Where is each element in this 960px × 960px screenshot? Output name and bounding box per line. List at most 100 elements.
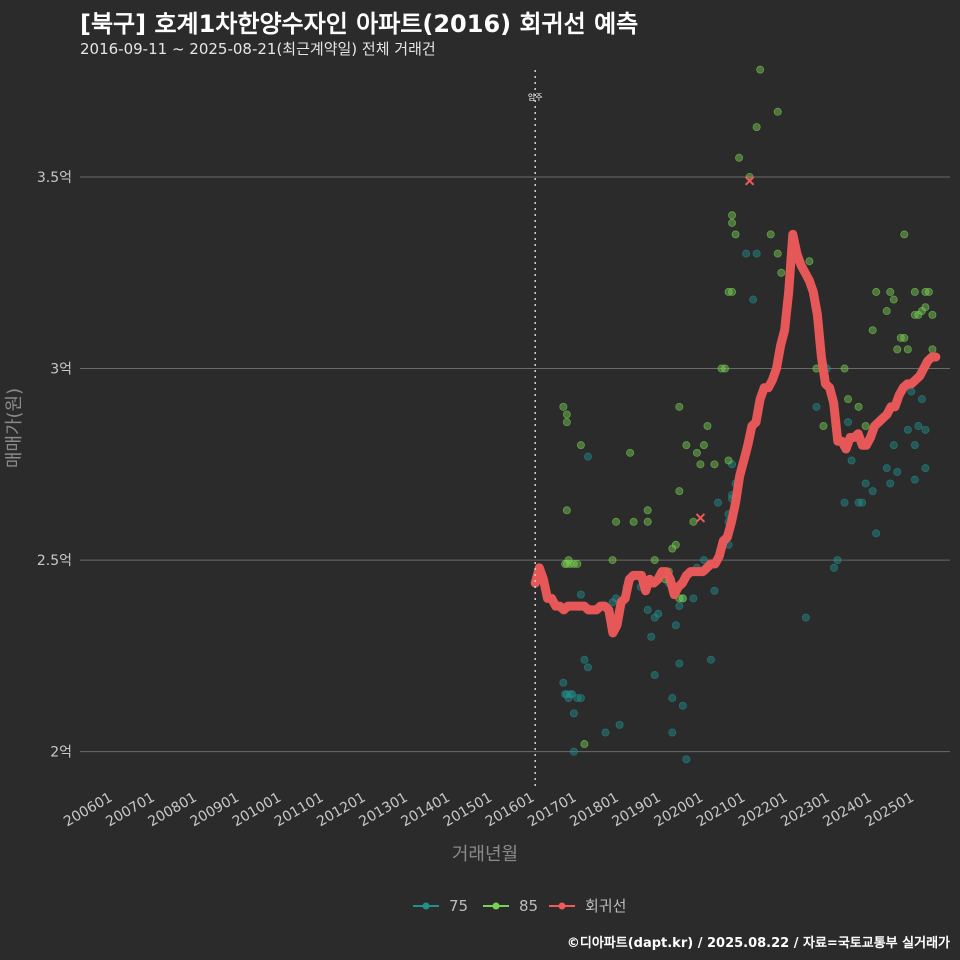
data-point-85 [735, 154, 742, 161]
data-point-75 [841, 499, 848, 506]
data-point-85 [911, 288, 918, 295]
highlight-mark [696, 514, 704, 522]
data-point-85 [855, 403, 862, 410]
data-point-85 [721, 365, 728, 372]
gridlines [80, 177, 950, 752]
data-point-85 [683, 442, 690, 449]
data-point-85 [929, 311, 936, 318]
data-point-75 [672, 622, 679, 629]
annotation-layer: 입주 [528, 70, 543, 790]
data-point-85 [560, 403, 567, 410]
data-point-85 [700, 442, 707, 449]
data-point-75 [570, 748, 577, 755]
legend-key-dot [559, 903, 566, 910]
data-point-85 [778, 269, 785, 276]
data-point-85 [806, 258, 813, 265]
data-point-75 [570, 710, 577, 717]
data-point-85 [630, 518, 637, 525]
data-point-75 [644, 606, 651, 613]
data-point-75 [651, 671, 658, 678]
data-point-85 [563, 419, 570, 426]
data-point-85 [644, 518, 651, 525]
data-point-75 [676, 660, 683, 667]
legend-label: 75 [449, 897, 468, 915]
data-point-75 [904, 426, 911, 433]
legend: 75 85 회귀선 [413, 897, 626, 915]
data-point-75 [918, 396, 925, 403]
regression-layer [535, 177, 936, 633]
data-point-75 [602, 729, 609, 736]
data-point-75 [813, 403, 820, 410]
legend-label: 85 [519, 897, 538, 915]
data-point-75 [655, 610, 662, 617]
x-axis-ticks: 2006012007012008012009012010012011012012… [61, 790, 917, 831]
data-point-75 [915, 422, 922, 429]
data-point-85 [612, 518, 619, 525]
data-point-75 [690, 595, 697, 602]
data-point-85 [890, 296, 897, 303]
data-point-85 [609, 557, 616, 564]
data-point-85 [676, 403, 683, 410]
data-point-85 [894, 346, 901, 353]
data-point-75 [922, 426, 929, 433]
data-point-85 [820, 422, 827, 429]
data-point-85 [887, 288, 894, 295]
data-point-75 [577, 694, 584, 701]
data-point-75 [584, 664, 591, 671]
data-point-75 [834, 557, 841, 564]
data-point-75 [894, 468, 901, 475]
legend-key-dot [493, 903, 500, 910]
data-point-75 [883, 465, 890, 472]
data-point-75 [616, 721, 623, 728]
data-point-75 [683, 756, 690, 763]
data-point-75 [908, 388, 915, 395]
move-in-label: 입주 [528, 93, 543, 102]
data-point-85 [901, 231, 908, 238]
data-point-85 [873, 288, 880, 295]
data-point-75 [911, 476, 918, 483]
data-point-85 [577, 442, 584, 449]
data-point-85 [728, 219, 735, 226]
data-point-75 [679, 702, 686, 709]
data-point-75 [753, 250, 760, 257]
data-point-75 [584, 453, 591, 460]
data-point-85 [925, 288, 932, 295]
data-point-85 [757, 66, 764, 73]
data-point-85 [725, 457, 732, 464]
data-point-85 [693, 449, 700, 456]
data-point-85 [841, 365, 848, 372]
data-point-75 [577, 591, 584, 598]
y-tick-label: 2억 [50, 745, 72, 761]
data-point-75 [750, 296, 757, 303]
data-point-75 [911, 442, 918, 449]
data-point-75 [707, 656, 714, 663]
data-point-85 [627, 449, 634, 456]
y-tick-label: 3억 [50, 362, 72, 378]
data-point-85 [767, 231, 774, 238]
data-point-75 [869, 488, 876, 495]
x-axis-title: 거래년월 [452, 844, 518, 865]
data-point-75 [711, 587, 718, 594]
data-point-85 [711, 461, 718, 468]
data-point-85 [581, 740, 588, 747]
x-tick-label: 202501 [863, 790, 917, 831]
data-point-85 [844, 396, 851, 403]
data-point-85 [774, 250, 781, 257]
data-point-85 [563, 411, 570, 418]
data-point-85 [651, 557, 658, 564]
data-point-85 [883, 307, 890, 314]
y-axis-ticks: 2억 2.5억 3억 3.5억 [37, 170, 72, 761]
data-point-85 [869, 327, 876, 334]
data-point-75 [669, 694, 676, 701]
data-point-85 [904, 346, 911, 353]
data-point-75 [560, 679, 567, 686]
data-point-75 [844, 419, 851, 426]
data-point-85 [728, 212, 735, 219]
data-point-85 [929, 346, 936, 353]
data-point-85 [574, 560, 581, 567]
data-point-75 [743, 250, 750, 257]
legend-label: 회귀선 [585, 897, 626, 915]
legend-key-dot [423, 903, 430, 910]
y-tick-label: 2.5억 [37, 553, 72, 569]
data-point-85 [728, 288, 735, 295]
